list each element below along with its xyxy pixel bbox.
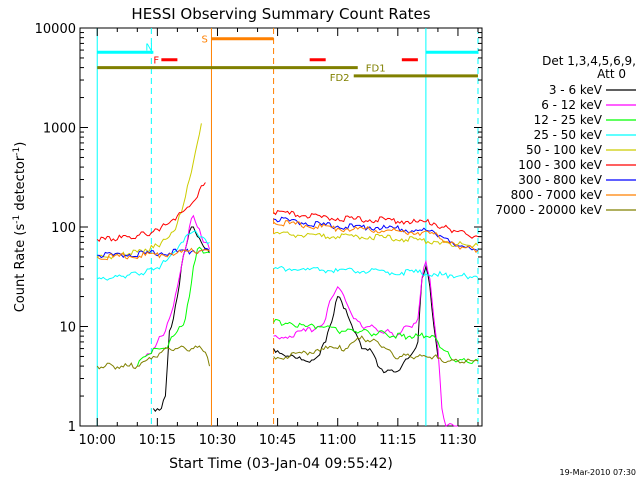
series-line-1-1 (273, 259, 458, 427)
series-line-7-1 (273, 220, 479, 253)
x-tick-label-3: 10:45 (259, 433, 296, 448)
legend-label-1: 6 - 12 keV (541, 98, 603, 112)
series-line-3-1 (273, 265, 479, 280)
y-axis-label: Count Rate (s-1 detector-1) (12, 142, 28, 313)
y-tick-label-2: 100 (51, 221, 76, 236)
x-tick-label-5: 11:15 (379, 433, 416, 448)
series-line-6-1 (273, 216, 479, 251)
series-line-4-0 (96, 123, 202, 260)
legend-title-2: Att 0 (597, 67, 626, 81)
y-tick-label-3: 1000 (43, 122, 76, 137)
legend-title-1: Det 1,3,4,5,6,9, (542, 54, 636, 68)
legend-label-0: 3 - 6 keV (549, 83, 603, 97)
chart-title: HESSI Observing Summary Count Rates (131, 5, 430, 23)
y-label-end: ) (13, 142, 28, 147)
x-tick-label-4: 11:00 (319, 433, 356, 448)
plot-area (79, 27, 483, 427)
state-label-fd1: FD1 (366, 64, 386, 75)
series-line-2-1 (273, 318, 479, 365)
legend-label-8: 7000 - 20000 keV (495, 203, 602, 217)
series-line-8-1 (273, 335, 479, 364)
y-axis-label-text: Count Rate (s-1 detector-1) (12, 142, 28, 313)
y-label-sup1: -1 (12, 215, 22, 224)
y-tick-label-0: 1 (68, 420, 76, 435)
plot-frame (79, 27, 483, 427)
legend-label-7: 800 - 7000 keV (511, 188, 603, 202)
x-tick-label-2: 10:30 (199, 433, 236, 448)
state-label-n: N (145, 42, 152, 53)
state-label-f: F (153, 56, 159, 67)
series-line-1-0 (144, 214, 210, 357)
x-tick-label-1: 10:15 (139, 433, 176, 448)
series-line-8-0 (96, 345, 210, 370)
legend-label-2: 12 - 25 keV (534, 113, 603, 127)
series-line-0-1 (273, 264, 439, 374)
y-tick-label-4: 10000 (35, 22, 76, 37)
series-line-6-0 (97, 247, 210, 259)
x-axis-label: Start Time (03-Jan-04 09:55:42) (169, 456, 393, 472)
footer-timestamp: 19-Mar-2010 07:30 (560, 468, 637, 477)
legend-label-3: 25 - 50 keV (534, 128, 603, 142)
x-tick-label-6: 11:30 (439, 433, 476, 448)
x-tick-label-0: 10:00 (78, 433, 115, 448)
series-line-5-1 (273, 210, 479, 239)
legend-label-5: 100 - 300 keV (518, 158, 602, 172)
state-label-fd2: FD2 (330, 73, 350, 84)
y-tick-label-1: 10 (59, 321, 76, 336)
series-line-5-0 (96, 182, 206, 243)
legend-label-6: 300 - 800 keV (518, 173, 602, 187)
series-line-7-0 (96, 247, 210, 261)
y-label-main: Count Rate (s (13, 224, 28, 313)
series-line-4-1 (273, 231, 479, 249)
legend-label-4: 50 - 100 keV (526, 143, 603, 157)
series-line-3-0 (96, 230, 210, 281)
y-label-mid: detector (13, 155, 28, 215)
y-label-sup2: -1 (12, 147, 22, 156)
state-label-s: S (201, 35, 207, 46)
series-line-2-0 (136, 246, 210, 367)
